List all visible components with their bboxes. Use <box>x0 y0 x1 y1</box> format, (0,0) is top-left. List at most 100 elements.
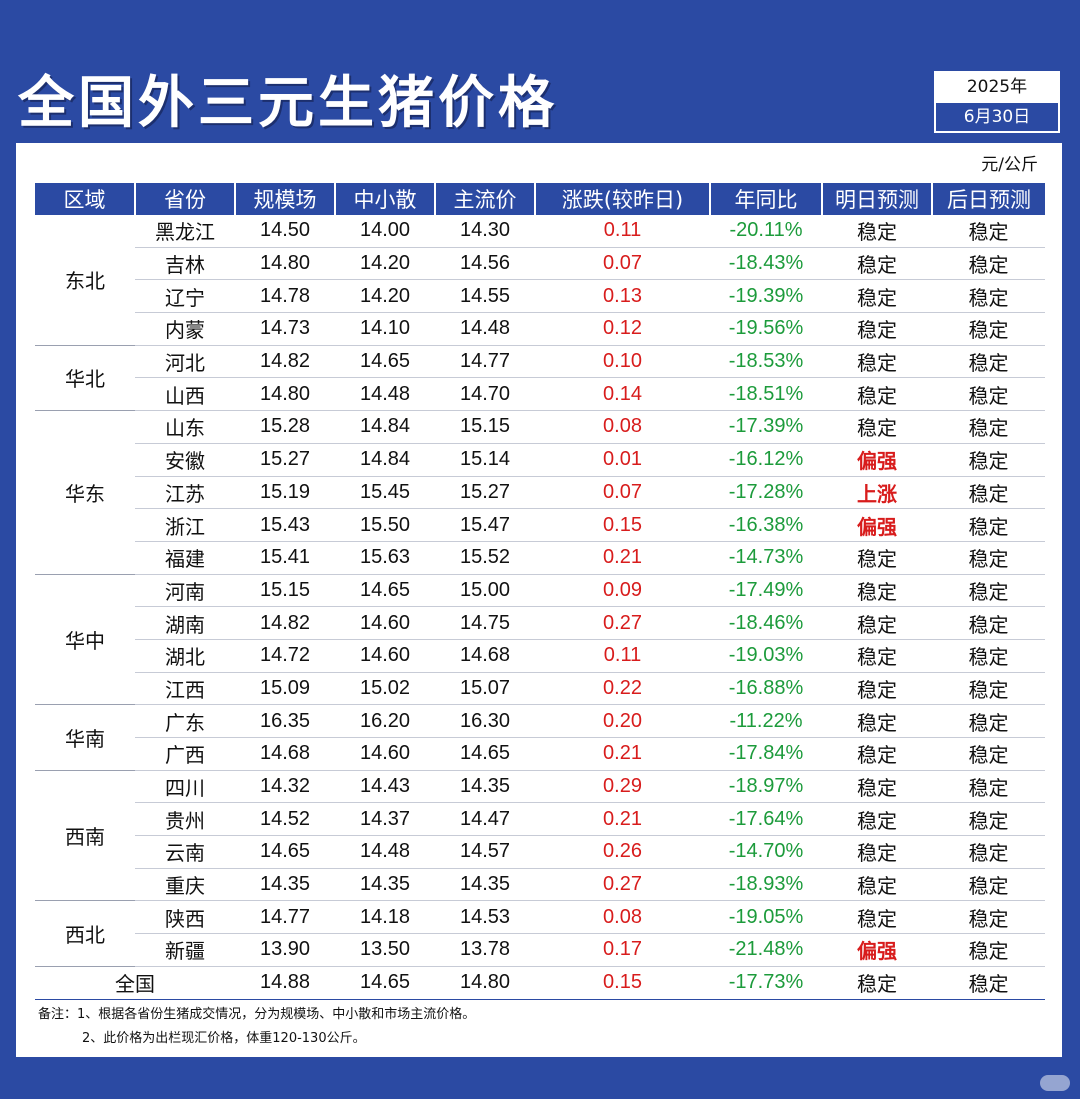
forecast-after: 稳定 <box>932 737 1045 771</box>
table-row: 安徽 15.27 14.84 15.14 0.01 -16.12% 偏强 稳定 <box>35 443 1045 477</box>
yoy-value: -16.12% <box>710 443 822 477</box>
small-farm-price: 14.60 <box>335 606 435 640</box>
forecast-tomorrow: 稳定 <box>822 345 932 379</box>
small-farm-price: 14.60 <box>335 639 435 673</box>
header-small-farm: 中小散 <box>334 183 435 215</box>
large-farm-price: 14.68 <box>235 737 335 771</box>
forecast-after: 稳定 <box>932 279 1045 314</box>
forecast-after: 稳定 <box>932 247 1045 281</box>
table-row: 福建 15.41 15.63 15.52 0.21 -14.73% 稳定 稳定 <box>35 541 1045 575</box>
large-farm-price: 14.82 <box>235 345 335 379</box>
main-price: 14.55 <box>435 279 535 314</box>
province-cell: 内蒙 <box>135 312 235 346</box>
change-value: 0.12 <box>535 312 710 346</box>
main-price: 16.30 <box>435 704 535 738</box>
large-farm-price: 15.09 <box>235 672 335 706</box>
forecast-tomorrow: 稳定 <box>822 802 932 837</box>
small-farm-price: 15.63 <box>335 541 435 575</box>
yoy-value: -19.56% <box>710 312 822 346</box>
change-value: 0.11 <box>535 639 710 673</box>
table-row: 湖北 14.72 14.60 14.68 0.11 -19.03% 稳定 稳定 <box>35 639 1045 673</box>
small-farm-price: 14.37 <box>335 802 435 837</box>
region-cell: 西南 <box>35 770 135 902</box>
page-title: 全国外三元生猪价格 <box>18 71 558 136</box>
forecast-tomorrow: 稳定 <box>822 312 932 346</box>
small-farm-price: 15.50 <box>335 508 435 542</box>
province-cell: 河北 <box>135 345 235 379</box>
forecast-after: 稳定 <box>932 476 1045 510</box>
province-cell: 广西 <box>135 737 235 771</box>
table-row: 华南 广东 16.35 16.20 16.30 0.20 -11.22% 稳定 稳定 <box>35 704 1045 771</box>
region-cell: 华东 <box>35 410 135 575</box>
region-cell: 西北 <box>35 900 135 967</box>
table-row: 华东 山东 15.28 14.84 15.15 0.08 -17.39% 稳定 稳定 <box>35 410 1045 575</box>
forecast-tomorrow: 稳定 <box>822 770 932 804</box>
large-farm-price: 14.73 <box>235 312 335 346</box>
forecast-tomorrow: 稳定 <box>822 215 932 248</box>
total-main-price: 14.80 <box>435 966 535 1000</box>
large-farm-price: 14.32 <box>235 770 335 804</box>
yoy-value: -17.39% <box>710 410 822 444</box>
header-large-farm: 规模场 <box>234 183 335 215</box>
forecast-after: 稳定 <box>932 410 1045 444</box>
yoy-value: -11.22% <box>710 704 822 738</box>
forecast-after: 稳定 <box>932 606 1045 640</box>
forecast-after: 稳定 <box>932 377 1045 412</box>
header-change: 涨跌(较昨日) <box>534 183 710 215</box>
note-1: 备注：1、根据各省份生猪成交情况，分为规模场、中小散和市场主流价格。 <box>38 1007 476 1022</box>
yoy-value: -20.11% <box>710 215 822 248</box>
large-farm-price: 16.35 <box>235 704 335 738</box>
header-region: 区域 <box>35 183 135 215</box>
main-price: 14.48 <box>435 312 535 346</box>
main-price: 14.70 <box>435 377 535 412</box>
table-row: 湖南 14.82 14.60 14.75 0.27 -18.46% 稳定 稳定 <box>35 606 1045 640</box>
table-row: 东北 黑龙江 14.50 14.00 14.30 0.11 -20.11% 稳定 稳定 <box>35 215 1045 346</box>
change-value: 0.01 <box>535 443 710 477</box>
forecast-tomorrow: 稳定 <box>822 247 932 281</box>
small-farm-price: 14.00 <box>335 215 435 248</box>
forecast-after: 稳定 <box>932 574 1045 608</box>
forecast-tomorrow: 偏强 <box>822 508 932 542</box>
small-farm-price: 14.18 <box>335 900 435 935</box>
small-farm-price: 14.20 <box>335 279 435 314</box>
main-price: 14.68 <box>435 639 535 673</box>
total-label: 全国 <box>35 966 235 1000</box>
table-row: 吉林 14.80 14.20 14.56 0.07 -18.43% 稳定 稳定 <box>35 247 1045 281</box>
forecast-tomorrow: 稳定 <box>822 900 932 935</box>
large-farm-price: 14.35 <box>235 868 335 902</box>
main-price: 15.47 <box>435 508 535 542</box>
small-farm-price: 13.50 <box>335 933 435 967</box>
province-cell: 重庆 <box>135 868 235 902</box>
forecast-after: 稳定 <box>932 345 1045 379</box>
main-price: 14.35 <box>435 868 535 902</box>
province-cell: 辽宁 <box>135 279 235 314</box>
province-cell: 云南 <box>135 835 235 869</box>
large-farm-price: 14.72 <box>235 639 335 673</box>
province-cell: 河南 <box>135 574 235 608</box>
large-farm-price: 14.50 <box>235 215 335 248</box>
large-farm-price: 14.80 <box>235 377 335 412</box>
region-cell: 华南 <box>35 704 135 771</box>
yoy-value: -16.88% <box>710 672 822 706</box>
change-value: 0.11 <box>535 215 710 248</box>
change-value: 0.21 <box>535 737 710 771</box>
main-price: 14.77 <box>435 345 535 379</box>
province-cell: 黑龙江 <box>135 215 235 248</box>
table-row: 西北 陕西 14.77 14.18 14.53 0.08 -19.05% 稳定 稳定 <box>35 900 1045 967</box>
forecast-after: 稳定 <box>932 443 1045 477</box>
large-farm-price: 15.28 <box>235 410 335 444</box>
main-price: 14.30 <box>435 215 535 248</box>
total-forecast-tomorrow: 稳定 <box>822 966 932 1000</box>
small-farm-price: 15.45 <box>335 476 435 510</box>
change-value: 0.08 <box>535 900 710 935</box>
region-cell: 华北 <box>35 345 135 412</box>
small-farm-price: 14.48 <box>335 835 435 869</box>
forecast-after: 稳定 <box>932 312 1045 346</box>
main-price: 15.00 <box>435 574 535 608</box>
yoy-value: -19.39% <box>710 279 822 314</box>
header-forecast-after: 后日预测 <box>931 183 1045 215</box>
province-cell: 山西 <box>135 377 235 412</box>
forecast-tomorrow: 稳定 <box>822 606 932 640</box>
yoy-value: -14.73% <box>710 541 822 575</box>
total-small-farm-price: 14.65 <box>335 966 435 1000</box>
